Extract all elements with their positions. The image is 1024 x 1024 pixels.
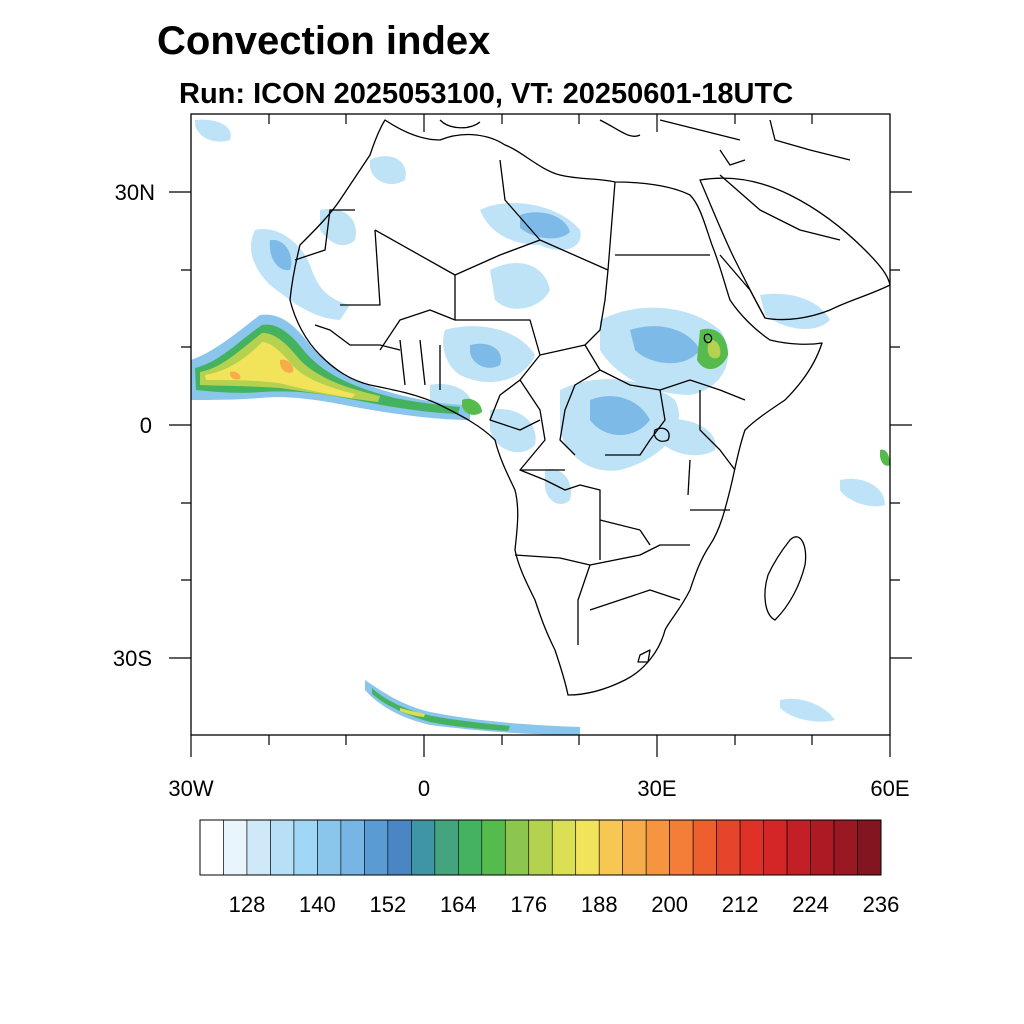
colorbar-cell (669, 819, 694, 876)
lat-label-30s: 30S (113, 646, 152, 671)
colorbar-cell (504, 819, 530, 876)
colorbar-label: 200 (651, 892, 688, 917)
colorbar-cell (246, 819, 271, 876)
colorbar: 128 140 152 164 176 188 200 212 224 236 (199, 819, 900, 917)
colorbar-label: 224 (792, 892, 829, 917)
colorbar-label: 152 (370, 892, 407, 917)
colorbar-cell (575, 819, 600, 876)
colorbar-label: 128 (229, 892, 266, 917)
colorbar-cell (364, 819, 389, 876)
colorbar-cell (551, 819, 577, 876)
colorbar-cell (411, 819, 436, 876)
colorbar-cell (223, 819, 248, 876)
colorbar-label: 236 (863, 892, 900, 917)
lon-label-30e: 30E (637, 776, 676, 801)
colorbar-label: 164 (440, 892, 477, 917)
colorbar-cell (387, 819, 412, 876)
colorbar-cell (340, 819, 365, 876)
colorbar-cell (810, 819, 835, 876)
colorbar-cell (763, 819, 788, 876)
colorbar-label: 176 (510, 892, 547, 917)
colorbar-cell (857, 819, 882, 876)
colorbar-cell (739, 819, 764, 876)
lat-labels: 30N 0 30S (113, 180, 155, 671)
colorbar-label: 140 (299, 892, 336, 917)
map-area: 30N 0 30S 30W 0 30E 60E (113, 113, 912, 801)
colorbar-label: 212 (722, 892, 759, 917)
colorbar-frame (199, 819, 882, 876)
coastlines-borders (289, 119, 890, 696)
lon-label-0: 0 (418, 776, 430, 801)
colorbar-cell (622, 819, 647, 876)
lon-label-60e: 60E (870, 776, 909, 801)
colorbar-cell (692, 819, 717, 876)
map-ticks (169, 114, 912, 757)
lat-label-0: 0 (140, 413, 152, 438)
colorbar-label: 188 (581, 892, 618, 917)
colorbar-cells (199, 819, 882, 876)
colorbar-cell (645, 819, 670, 876)
colorbar-cell (293, 819, 318, 876)
colorbar-cell (434, 819, 459, 876)
colorbar-cell (481, 819, 506, 876)
colorbar-cell (786, 819, 811, 876)
colorbar-cell (458, 819, 483, 876)
convection-field (191, 119, 890, 735)
page-title: Convection index (157, 19, 490, 63)
lon-label-30w: 30W (168, 776, 213, 801)
colorbar-cell (317, 819, 342, 876)
colorbar-cell (598, 819, 623, 876)
colorbar-cell (199, 819, 224, 876)
lat-label-30n: 30N (115, 180, 155, 205)
colorbar-labels: 128 140 152 164 176 188 200 212 224 236 (229, 892, 900, 917)
colorbar-cell (270, 819, 295, 876)
colorbar-cell (528, 819, 553, 876)
colorbar-cell (716, 819, 741, 876)
colorbar-cell (833, 819, 858, 876)
run-subtitle: Run: ICON 2025053100, VT: 20250601-18UTC (179, 78, 793, 110)
lon-labels: 30W 0 30E 60E (168, 776, 909, 801)
